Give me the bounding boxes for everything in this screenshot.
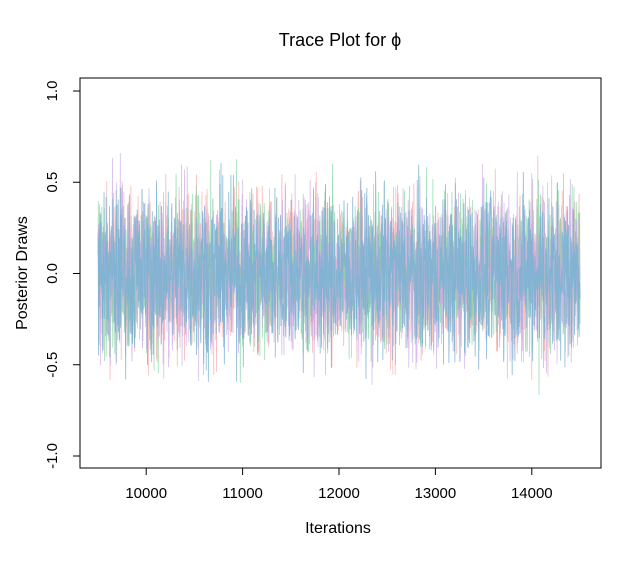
x-tick-label: 14000 [511, 485, 553, 502]
x-axis-label: Iterations [305, 520, 371, 537]
y-tick-label: 0.0 [44, 263, 61, 284]
x-tick-label: 10000 [125, 485, 167, 502]
trace-series-4 [97, 163, 581, 382]
x-tick-label: 12000 [318, 485, 360, 502]
x-tick-label: 11000 [222, 485, 263, 502]
y-axis: -1.0 -0.5 0.0 0.5 1.0 [44, 81, 80, 469]
y-axis-label: Posterior Draws [14, 216, 31, 330]
x-axis: 10000 11000 12000 13000 14000 [125, 468, 553, 502]
plot-area [97, 153, 581, 396]
x-tick-label: 13000 [415, 485, 457, 502]
y-tick-label: 0.5 [44, 172, 61, 193]
chart-title: Trace Plot for ϕ [279, 30, 401, 50]
y-tick-label: -0.5 [44, 352, 61, 378]
y-tick-label: 1.0 [44, 81, 61, 102]
y-tick-label: -1.0 [44, 443, 61, 469]
